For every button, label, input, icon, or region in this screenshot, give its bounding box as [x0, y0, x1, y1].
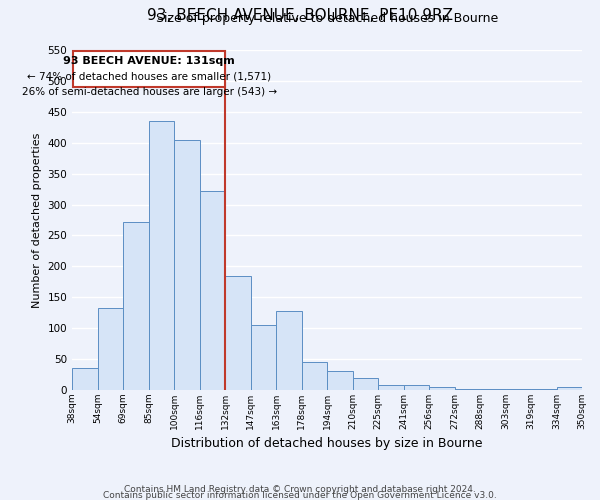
- Bar: [302, 362, 327, 390]
- Bar: [149, 121, 174, 390]
- Text: Contains HM Land Registry data © Crown copyright and database right 2024.: Contains HM Land Registry data © Crown c…: [124, 484, 476, 494]
- Bar: [353, 378, 378, 390]
- Bar: [327, 372, 353, 390]
- Bar: [199, 191, 225, 390]
- Bar: [276, 312, 302, 390]
- Bar: [72, 368, 97, 390]
- Bar: [378, 385, 404, 390]
- Title: Size of property relative to detached houses in Bourne: Size of property relative to detached ho…: [156, 12, 498, 25]
- Text: Contains public sector information licensed under the Open Government Licence v3: Contains public sector information licen…: [103, 490, 497, 500]
- FancyBboxPatch shape: [73, 51, 225, 87]
- Text: 26% of semi-detached houses are larger (543) →: 26% of semi-detached houses are larger (…: [22, 87, 277, 97]
- Bar: [429, 387, 455, 390]
- Bar: [174, 140, 199, 390]
- Text: ← 74% of detached houses are smaller (1,571): ← 74% of detached houses are smaller (1,…: [27, 72, 271, 82]
- Bar: [225, 276, 251, 390]
- Bar: [97, 308, 123, 390]
- Bar: [557, 387, 582, 390]
- Text: 93, BEECH AVENUE, BOURNE, PE10 9RZ: 93, BEECH AVENUE, BOURNE, PE10 9RZ: [147, 8, 453, 22]
- Y-axis label: Number of detached properties: Number of detached properties: [32, 132, 42, 308]
- Bar: [404, 385, 429, 390]
- Bar: [123, 222, 149, 390]
- Text: 93 BEECH AVENUE: 131sqm: 93 BEECH AVENUE: 131sqm: [63, 56, 235, 66]
- Bar: [251, 325, 276, 390]
- X-axis label: Distribution of detached houses by size in Bourne: Distribution of detached houses by size …: [171, 438, 483, 450]
